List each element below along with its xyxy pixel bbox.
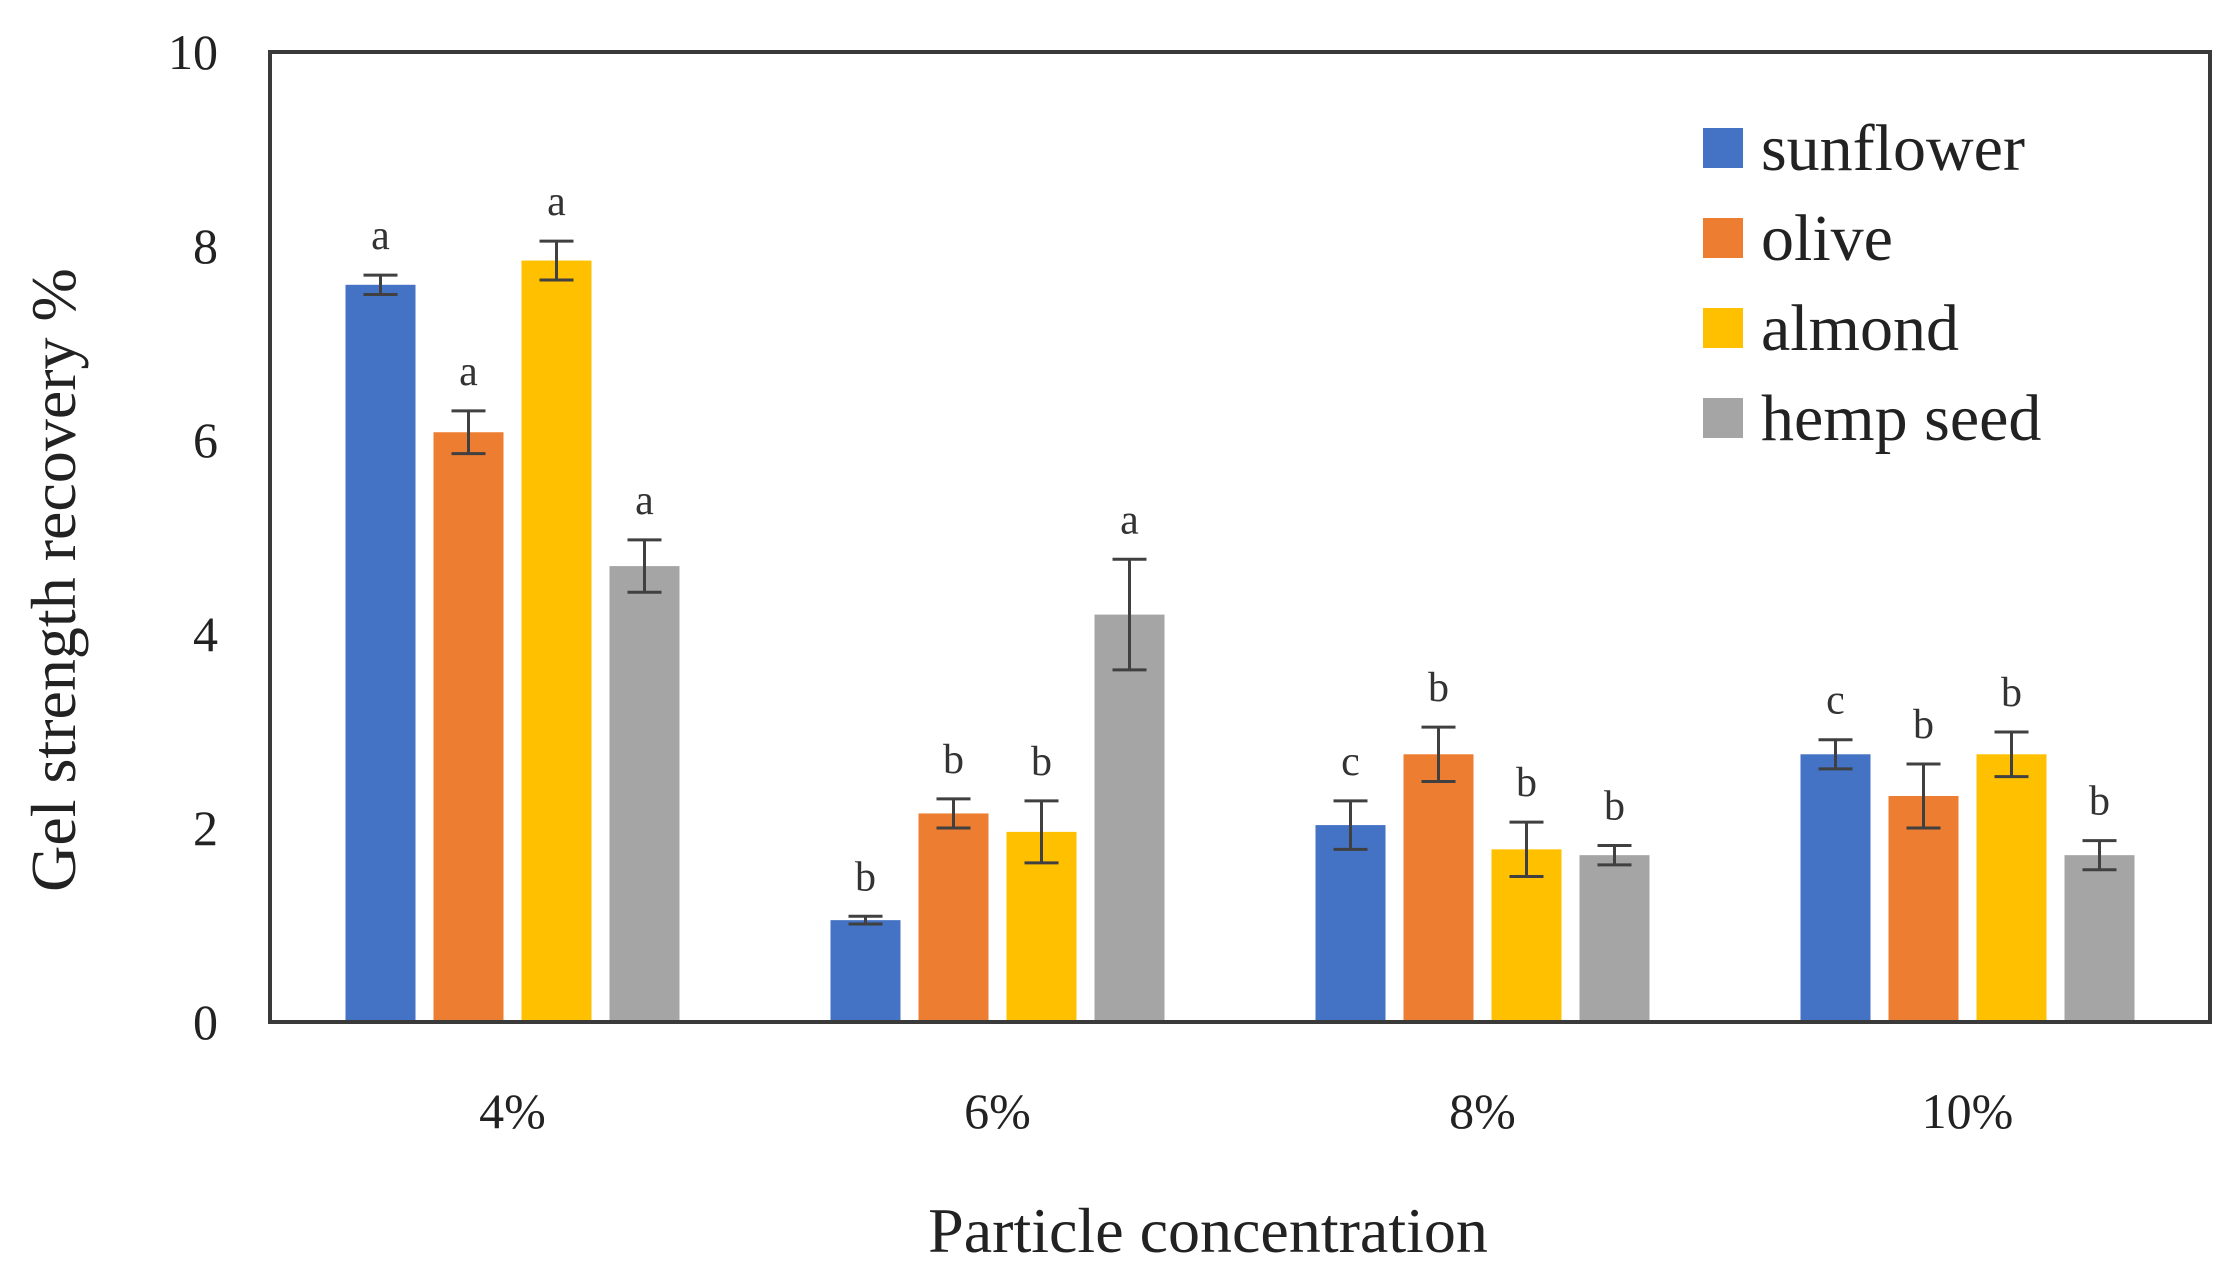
x-tick-label: 6% <box>964 1083 1031 1139</box>
plot-frame <box>268 50 2212 1024</box>
legend-label: almond <box>1761 292 1959 365</box>
legend-label: hemp seed <box>1761 382 2041 455</box>
significance-label: b <box>1913 702 1934 748</box>
legend-label: olive <box>1761 202 1893 275</box>
y-tick-label: 10 <box>168 24 218 80</box>
significance-label: a <box>547 179 566 225</box>
significance-label: b <box>855 854 876 900</box>
significance-label: a <box>1120 497 1139 543</box>
x-axis-title: Particle concentration <box>928 1195 1488 1266</box>
y-axis-title: Gel strength recovery % <box>18 268 89 892</box>
x-tick-label: 4% <box>479 1083 546 1139</box>
significance-label: b <box>1428 665 1449 711</box>
significance-label: b <box>2001 670 2022 716</box>
bar <box>1976 754 2047 1022</box>
bar <box>521 260 592 1022</box>
legend-item-olive: olive <box>1703 202 1893 275</box>
significance-label: a <box>371 213 390 259</box>
bar <box>1888 795 1959 1022</box>
y-tick-label: 8 <box>193 218 218 274</box>
bar <box>1491 849 1562 1022</box>
legend-swatch <box>1703 308 1743 348</box>
legend-swatch <box>1703 128 1743 168</box>
significance-label: c <box>1341 739 1360 785</box>
legend-item-almond: almond <box>1703 292 1959 365</box>
y-tick-label: 2 <box>193 800 218 856</box>
significance-label: b <box>1604 783 1625 829</box>
x-tick-label: 10% <box>1922 1083 2014 1139</box>
legend-item-sunflower: sunflower <box>1703 112 2025 185</box>
bar <box>1403 754 1474 1022</box>
legend-swatch <box>1703 218 1743 258</box>
bar <box>345 284 416 1022</box>
significance-label: b <box>2089 779 2110 825</box>
bar <box>830 920 901 1022</box>
y-axis-ticks: 0 2 4 6 8 10 <box>168 24 218 1050</box>
bar <box>433 432 504 1022</box>
significance-label: b <box>1031 739 1052 785</box>
y-tick-label: 4 <box>193 606 218 662</box>
significance-label: c <box>1826 678 1845 724</box>
x-axis-ticks: 4% 6% 8% 10% <box>479 1083 2013 1139</box>
plot-area: a b c c a b b b a b b b a a b b <box>345 179 2135 1022</box>
bar <box>1800 754 1871 1022</box>
x-tick-label: 8% <box>1449 1083 1516 1139</box>
y-tick-label: 6 <box>193 412 218 468</box>
bar <box>1315 825 1386 1022</box>
bar <box>918 813 989 1022</box>
bar <box>1094 614 1165 1022</box>
significance-label: a <box>459 349 478 395</box>
bar <box>1579 855 1650 1022</box>
significance-label: b <box>943 737 964 783</box>
bar <box>609 566 680 1022</box>
legend: sunflower olive almond hemp seed <box>1703 112 2041 455</box>
significance-label: b <box>1516 760 1537 806</box>
y-tick-label: 0 <box>193 994 218 1050</box>
significance-label: a <box>635 478 654 524</box>
bar <box>2064 855 2135 1022</box>
legend-label: sunflower <box>1761 112 2025 185</box>
legend-item-hemp-seed: hemp seed <box>1703 382 2041 455</box>
legend-swatch <box>1703 398 1743 438</box>
